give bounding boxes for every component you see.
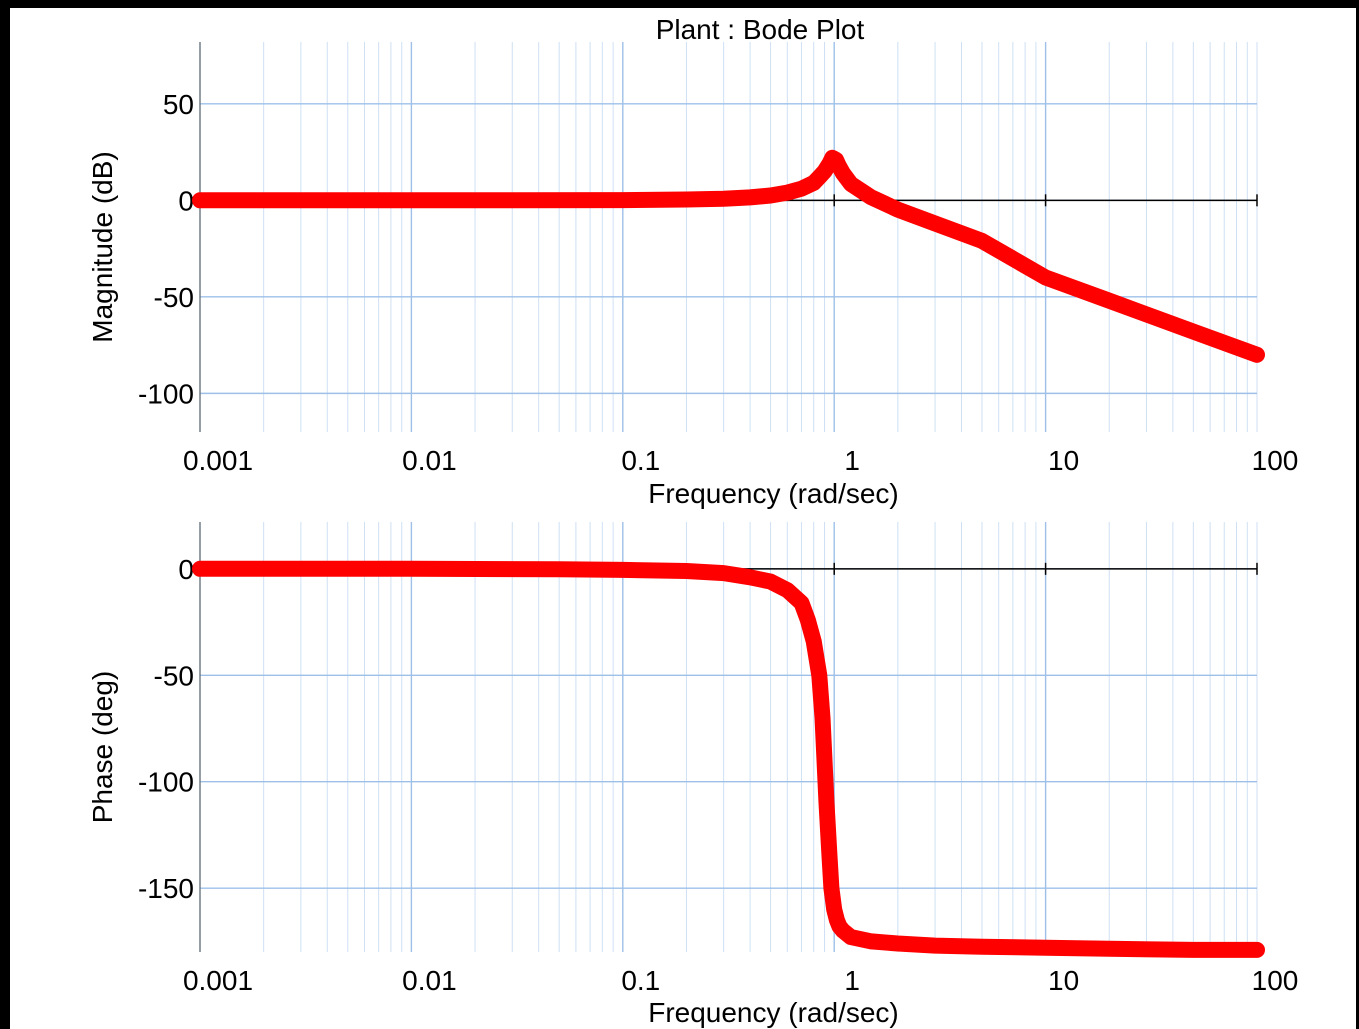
y-tick-label: -50 [154, 660, 194, 691]
x-tick-label: 1 [844, 965, 860, 996]
y-tick-label: -150 [138, 873, 194, 904]
x-tick-label: 0.001 [183, 965, 253, 996]
x-tick-label: 10 [1048, 445, 1079, 476]
y-tick-label: -100 [138, 767, 194, 798]
x-tick-label: 0.01 [402, 445, 457, 476]
x-tick-label: 0.001 [183, 445, 253, 476]
x-tick-label: 100 [1252, 445, 1299, 476]
x-tick-label: 100 [1252, 965, 1299, 996]
x-tick-label: 0.01 [402, 965, 457, 996]
x-axis-label: Frequency (rad/sec) [648, 478, 899, 509]
chart-title: Plant : Bode Plot [656, 14, 865, 45]
y-tick-label: 50 [163, 89, 194, 120]
y-tick-label: -100 [138, 378, 194, 409]
y-tick-label: 0 [178, 185, 194, 216]
x-tick-label: 0.1 [621, 965, 660, 996]
y-tick-label: -50 [154, 282, 194, 313]
x-axis-label: Frequency (rad/sec) [648, 997, 899, 1028]
x-tick-label: 10 [1048, 965, 1079, 996]
y-axis-label: Phase (deg) [87, 671, 118, 824]
phase-series-line [192, 560, 1265, 958]
x-tick-label: 0.1 [621, 445, 660, 476]
magnitude-series-line [192, 149, 1265, 363]
x-tick-label: 1 [844, 445, 860, 476]
y-tick-label: 0 [178, 554, 194, 585]
phase-plot: -150 -100 -50 0 0.001 0.01 0.1 1 10 100 Frequency … [87, 522, 1298, 1028]
figure-background [10, 8, 1356, 1029]
magnitude-plot: -100 -50 0 50 0.001 0.01 0.1 1 10 100 Frequency (r… [87, 14, 1298, 509]
y-axis-label: Magnitude (dB) [87, 151, 118, 342]
